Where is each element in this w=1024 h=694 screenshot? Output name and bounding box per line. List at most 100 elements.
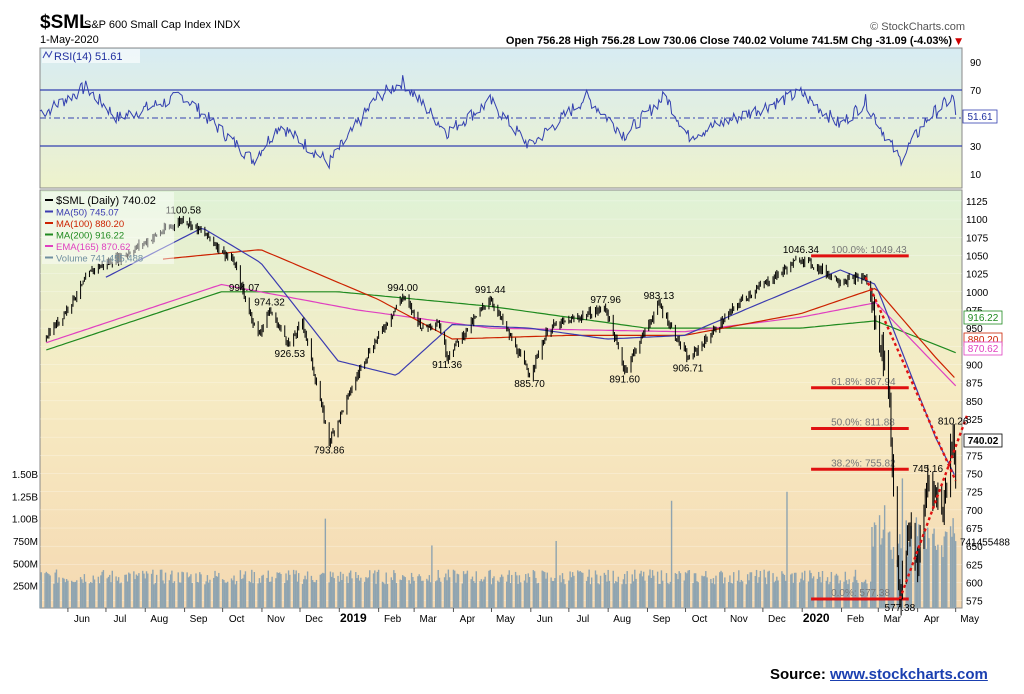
volume-bar <box>810 572 812 608</box>
volume-bar <box>45 571 48 608</box>
volume-bar <box>386 584 389 608</box>
volume-bar <box>76 580 78 608</box>
volume-bar <box>559 575 561 608</box>
rsi-current-tag: 51.61 <box>967 112 992 123</box>
volume-bar <box>616 582 618 608</box>
volume-bar <box>537 582 540 608</box>
rsi-tick-label: 30 <box>970 142 982 153</box>
volume-bar <box>954 541 957 608</box>
volume-bar <box>322 572 324 608</box>
volume-bar <box>347 582 349 608</box>
volume-bar <box>249 582 252 608</box>
volume-bar <box>617 576 620 608</box>
volume-bar <box>932 533 934 608</box>
volume-bar <box>790 574 792 608</box>
value-tag <box>963 433 1003 448</box>
volume-bar <box>381 581 384 608</box>
volume-bar <box>550 577 552 608</box>
volume-bar <box>634 569 636 608</box>
volume-bar <box>163 583 165 608</box>
volume-bar <box>551 580 554 608</box>
volume-bar <box>527 573 529 608</box>
brand-text: © StockCharts.com <box>870 21 965 33</box>
volume-tick-label: 1.25B <box>12 492 38 503</box>
x-tick-label: Sep <box>190 614 208 625</box>
volume-bar <box>226 581 229 608</box>
volume-bar <box>943 536 945 608</box>
volume-bar <box>514 571 517 608</box>
volume-bar <box>400 580 403 608</box>
legend-item: $SML (Daily) 740.02 <box>56 195 156 207</box>
volume-bar <box>252 583 254 608</box>
volume-bar <box>171 570 173 608</box>
volume-bar <box>887 532 890 608</box>
value-tag-label: 740.02 <box>968 436 999 447</box>
x-tick-label: Jul <box>114 614 127 625</box>
price-annotation: 906.71 <box>673 364 704 375</box>
volume-bar <box>561 573 564 608</box>
volume-bar <box>781 571 783 608</box>
volume-bar <box>544 572 546 608</box>
value-tag <box>963 341 1003 356</box>
volume-bar <box>115 576 117 608</box>
volume-tick-label: 750M <box>13 537 38 548</box>
price-tick-label: 1000 <box>966 288 989 299</box>
volume-bar <box>162 580 164 608</box>
volume-bar <box>88 583 91 608</box>
volume-bar <box>545 578 547 608</box>
volume-bar <box>341 580 343 608</box>
volume-bar <box>687 570 689 608</box>
volume-bar <box>436 580 438 608</box>
volume-bar <box>924 528 926 608</box>
volume-bar <box>900 548 902 608</box>
volume-bar <box>880 544 882 608</box>
volume-bar <box>71 580 73 608</box>
chart-date: 1-May-2020 <box>40 34 99 46</box>
volume-bar <box>55 569 58 608</box>
trendline <box>898 414 969 600</box>
volume-bar <box>143 573 145 608</box>
volume-bar <box>190 574 192 608</box>
volume-bar <box>677 579 679 608</box>
value-tag-label: 870.62 <box>968 344 999 355</box>
volume-bar <box>829 581 831 608</box>
volume-bar <box>330 576 333 608</box>
volume-bar <box>173 581 176 608</box>
volume-bar <box>626 571 628 608</box>
price-tick-label: 1025 <box>966 270 989 281</box>
x-tick-label: Dec <box>768 614 786 625</box>
volume-bar <box>844 571 847 608</box>
price-tick-label: 1075 <box>966 233 989 244</box>
volume-bar <box>102 570 105 608</box>
price-tick-label: 1100 <box>966 215 988 226</box>
volume-bar <box>262 574 264 608</box>
volume-bar <box>161 569 163 608</box>
price-tick-label: 1050 <box>966 251 989 262</box>
price-tick-label: 850 <box>966 397 983 408</box>
volume-bar <box>951 536 953 608</box>
volume-bar <box>369 570 371 608</box>
volume-bar <box>314 582 316 608</box>
volume-bar <box>607 569 609 608</box>
volume-bar <box>724 577 726 608</box>
volume-bar <box>722 583 725 608</box>
volume-tick-label: 1.00B <box>12 515 38 526</box>
source-link[interactable]: www.stockcharts.com <box>830 666 988 683</box>
volume-bar <box>625 584 627 608</box>
volume-bar <box>214 570 216 608</box>
volume-bar <box>891 558 893 608</box>
volume-bar <box>82 582 84 608</box>
volume-bar <box>46 573 49 608</box>
volume-bar <box>172 582 174 608</box>
volume-bar <box>63 578 65 608</box>
volume-bar <box>776 576 778 608</box>
volume-bar <box>454 570 456 608</box>
volume-bar <box>91 582 93 608</box>
price-annotation: 911.36 <box>432 360 462 371</box>
volume-bar <box>215 576 217 608</box>
volume-bar <box>422 580 424 608</box>
rsi-line <box>39 75 957 170</box>
volume-bar <box>580 572 583 608</box>
price-annotation: 994.07 <box>229 283 260 294</box>
